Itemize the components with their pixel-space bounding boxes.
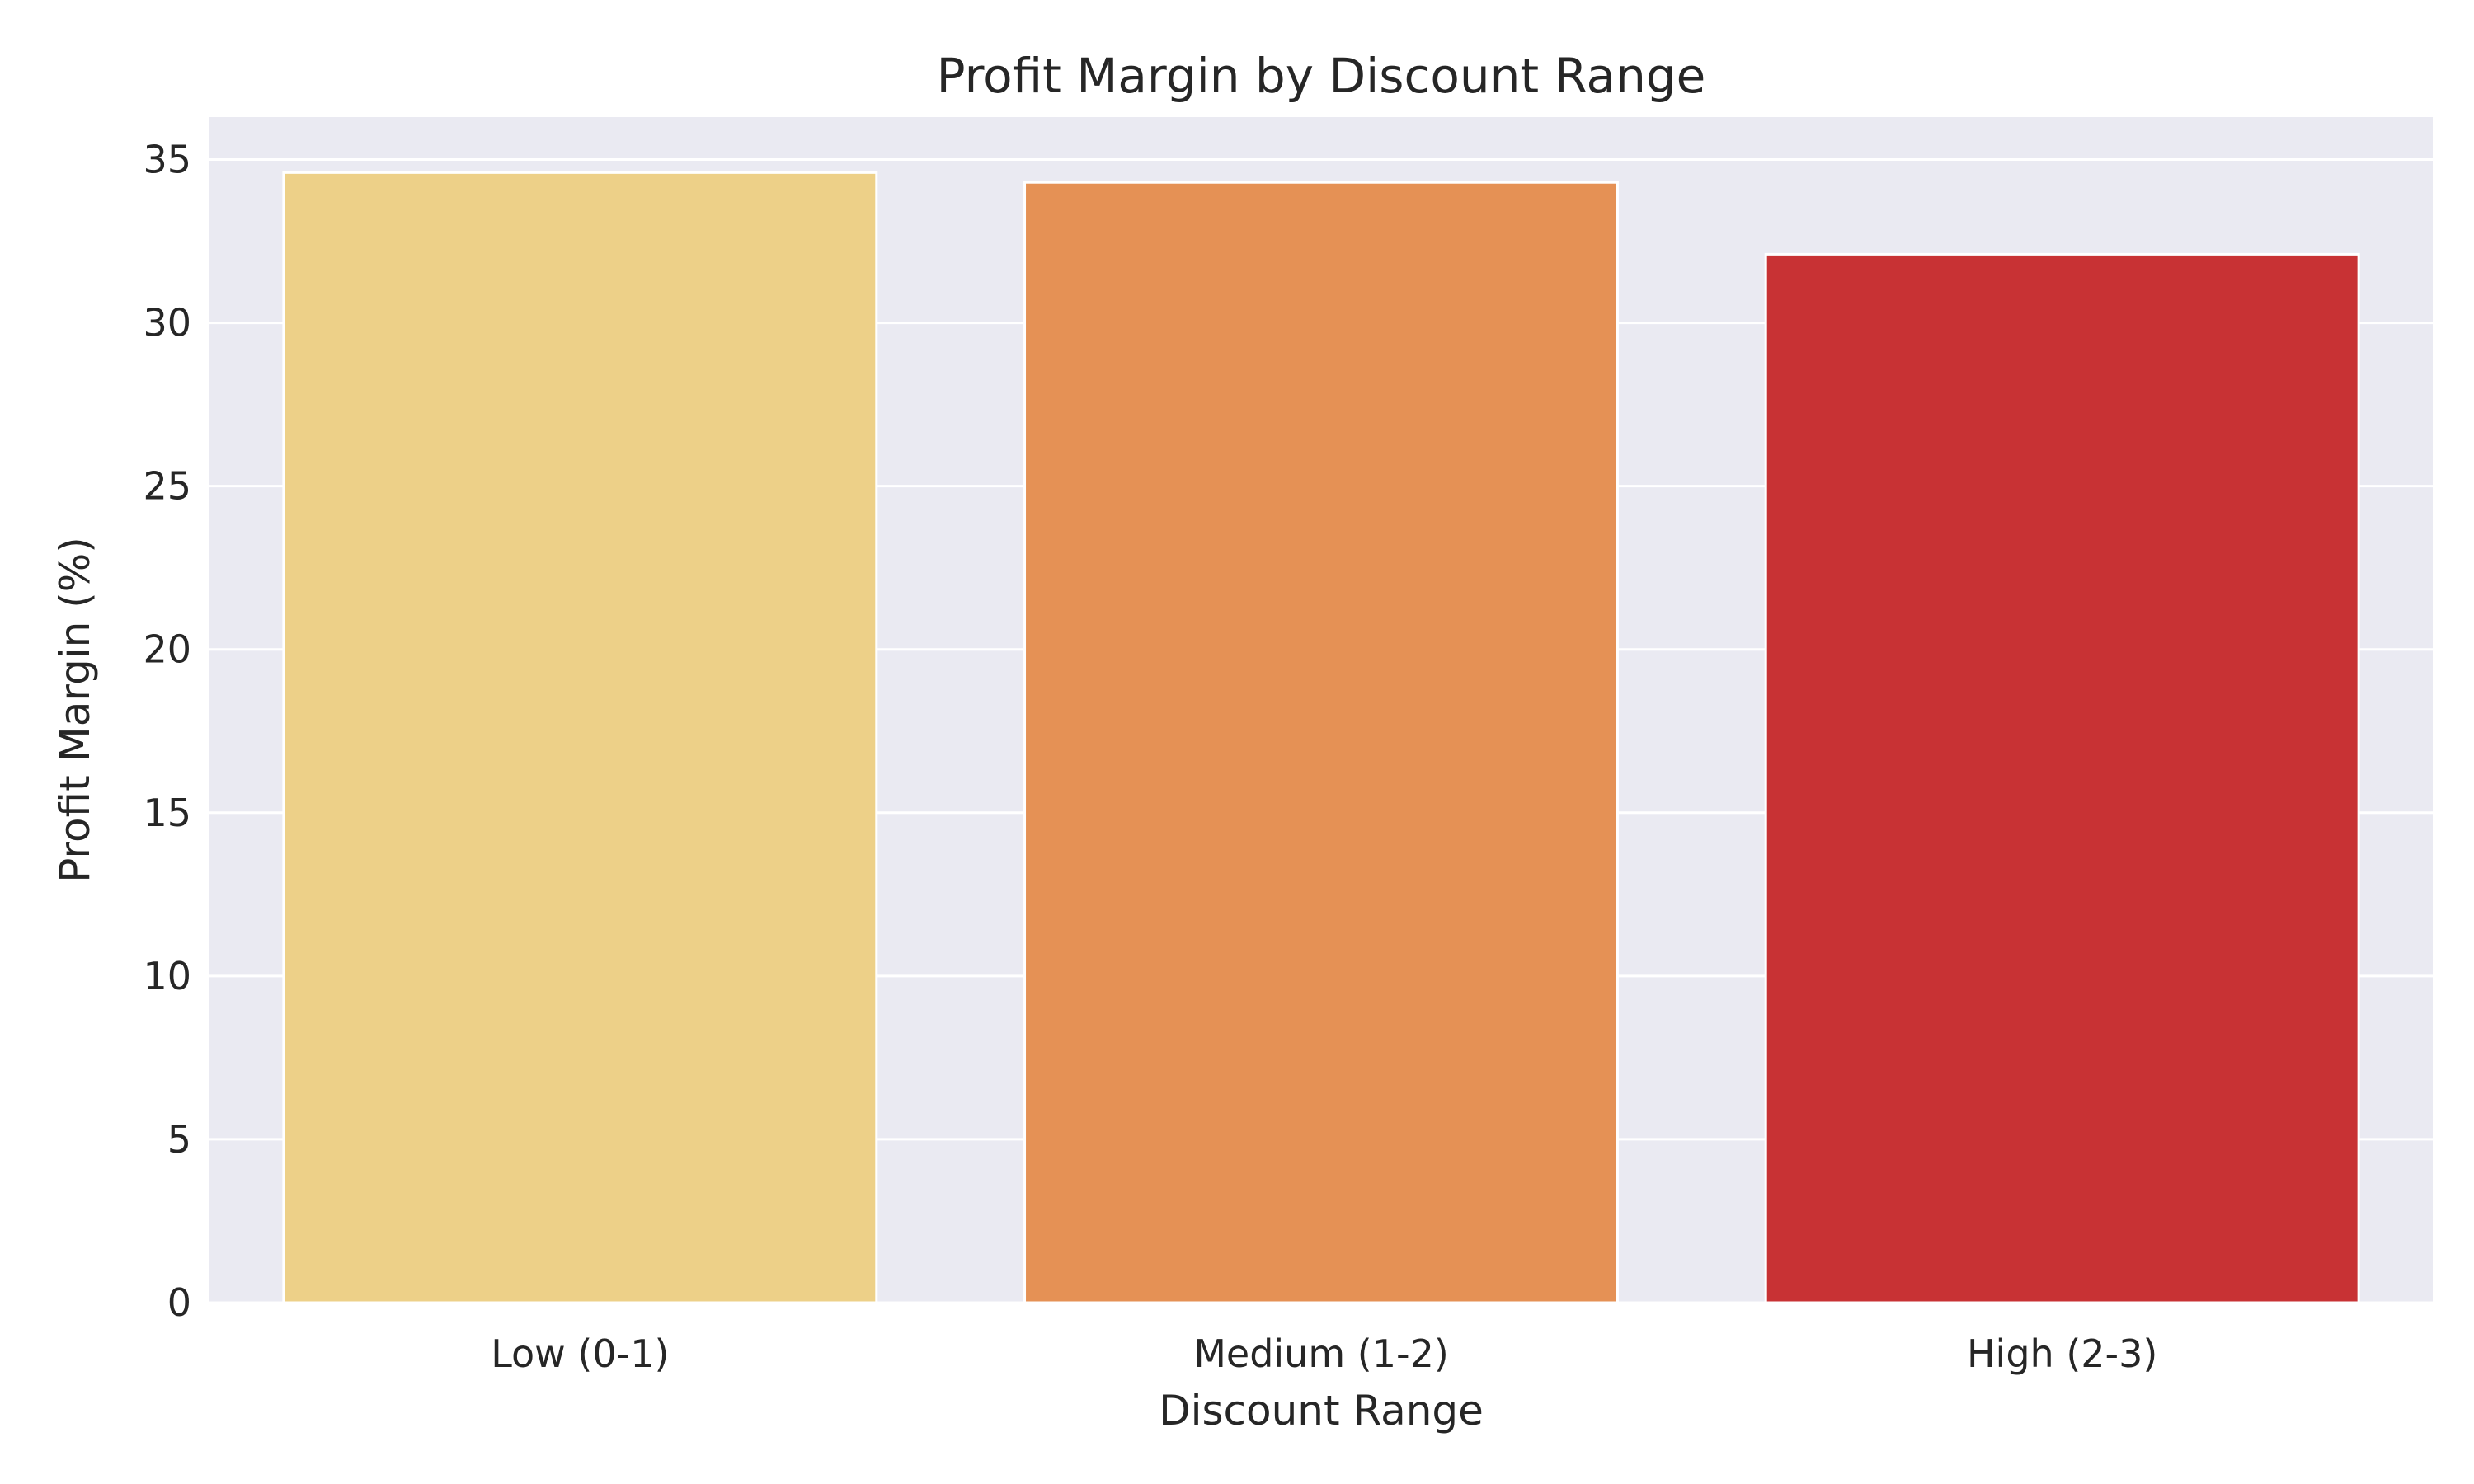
y-tick-label: 25: [143, 464, 191, 509]
y-tick-label: 15: [143, 791, 191, 835]
x-tick-label: Low (0-1): [491, 1331, 669, 1376]
x-tick-label: Medium (1-2): [1193, 1331, 1449, 1376]
y-tick-label: 5: [167, 1117, 191, 1162]
chart-title: Profit Margin by Discount Range: [937, 48, 1706, 104]
y-axis-label: Profit Margin (%): [51, 537, 99, 883]
x-tick-label: High (2-3): [1967, 1331, 2157, 1376]
x-axis-ticks: Low (0-1) Medium (1-2) High (2-3): [491, 1331, 2157, 1376]
y-axis-ticks: 0 5 10 15 20 25 30 35: [143, 137, 191, 1325]
bar: [1023, 181, 1619, 1304]
bars: [282, 171, 2360, 1304]
bar: [282, 171, 878, 1304]
y-tick-label: 20: [143, 627, 191, 672]
y-tick-label: 35: [143, 137, 191, 181]
y-tick-label: 10: [143, 954, 191, 998]
bar: [1764, 252, 2360, 1304]
x-axis-label: Discount Range: [1159, 1387, 1484, 1435]
y-tick-label: 0: [167, 1280, 191, 1325]
y-tick-label: 30: [143, 301, 191, 345]
